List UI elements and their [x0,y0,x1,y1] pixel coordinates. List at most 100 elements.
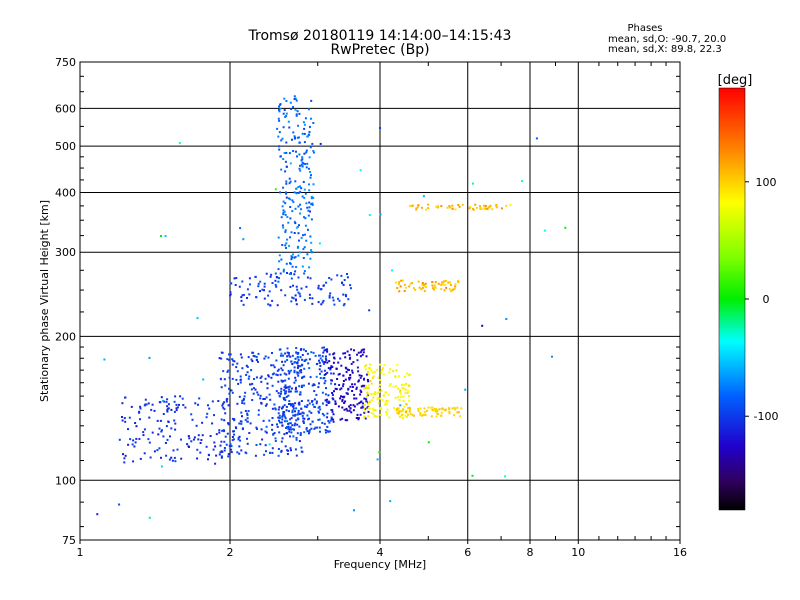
data-point [263,453,266,456]
data-point [393,407,396,410]
data-point [271,423,274,426]
data-point [359,376,362,379]
data-point [241,415,243,418]
data-point [173,456,176,459]
data-point [341,282,343,285]
data-point [372,409,375,412]
data-point [284,384,287,387]
data-point [230,389,233,392]
data-point [296,110,299,113]
data-point [307,432,310,435]
data-point [481,324,484,327]
data-point [288,410,290,413]
data-point [424,286,427,288]
data-point [321,355,324,358]
y-axis-label: Stationary phase Virtual Height [km] [38,200,51,402]
data-point [253,378,255,380]
data-point [278,109,280,112]
data-point [259,394,262,397]
data-point [379,213,382,216]
data-point [130,405,133,408]
data-point [231,417,234,420]
data-point [342,396,345,399]
data-point [337,361,340,364]
data-point [426,409,428,412]
data-point [402,387,405,390]
data-point [167,421,170,423]
data-point [310,251,313,254]
data-point [242,399,245,402]
data-point [334,387,337,390]
data-point [281,407,283,410]
data-point [303,367,306,370]
data-point [357,351,360,354]
data-point [264,355,267,358]
data-point [271,447,274,450]
data-point [221,429,224,432]
colorbar-tick-label: 100 [756,176,777,189]
data-point [310,241,313,244]
data-point [228,404,231,407]
data-point [403,290,406,292]
data-point [242,293,245,296]
data-point [239,381,242,384]
data-point [249,283,251,286]
data-point [406,389,409,392]
data-point [387,393,390,396]
data-point [298,224,300,227]
data-point [262,419,265,422]
data-point [184,406,187,409]
data-point [288,182,291,185]
data-point [160,235,162,237]
data-point [260,380,263,383]
data-point [282,186,285,189]
data-point [307,362,310,365]
data-point [190,413,193,416]
data-point [312,351,315,354]
data-point [289,447,292,450]
data-point [378,363,381,366]
data-point [399,391,401,394]
data-point [289,101,292,104]
data-point [356,366,359,369]
data-point [288,390,291,393]
data-point [165,425,168,428]
data-point [194,402,197,405]
data-point [295,113,298,116]
data-point [292,131,295,134]
data-point [312,183,315,186]
data-point [225,398,228,401]
data-point [323,382,326,385]
data-point [235,366,238,369]
data-point [292,435,295,438]
data-point [342,383,345,386]
data-point [296,288,299,291]
data-point [356,353,359,356]
data-point [308,410,311,413]
data-point [333,390,335,393]
data-point [367,367,370,370]
x-tick-label: 4 [377,546,384,559]
data-point [277,454,280,457]
data-point [363,404,366,406]
data-point [229,282,232,285]
data-point [289,285,292,288]
data-point [379,127,381,129]
data-point [240,422,243,425]
data-point [174,422,177,425]
data-point [365,386,368,389]
data-point [279,373,282,376]
data-point [372,371,375,374]
data-point [337,373,340,376]
data-point [290,387,293,390]
data-point [230,451,233,454]
data-point [304,405,306,408]
data-point [295,99,298,102]
data-point [263,398,266,400]
data-point [349,374,352,376]
data-point [397,409,400,412]
data-point [448,205,451,207]
data-point [245,364,248,367]
data-point [310,351,313,354]
data-point [160,465,163,468]
